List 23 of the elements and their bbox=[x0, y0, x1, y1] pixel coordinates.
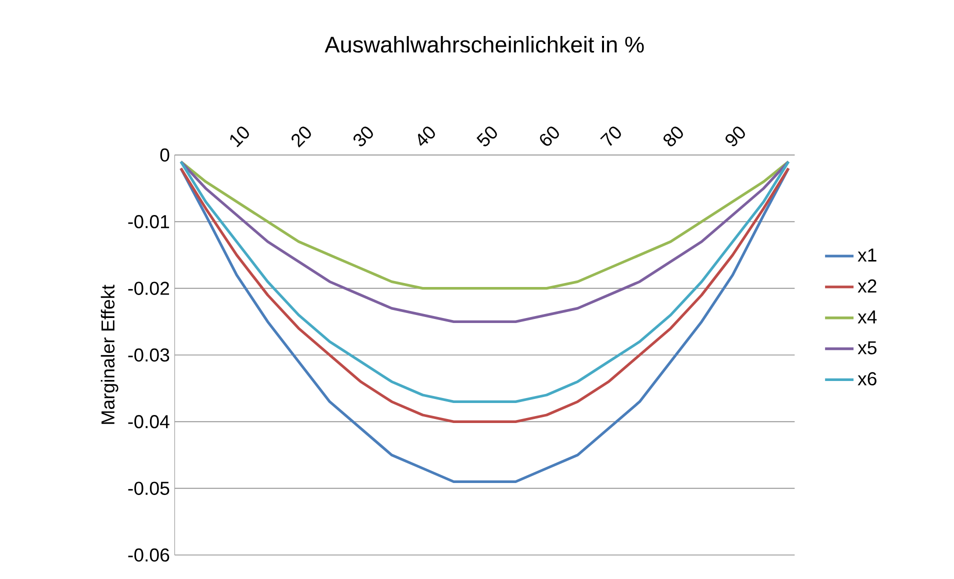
x-tick-label: 50 bbox=[476, 126, 497, 146]
x-tick-label: 70 bbox=[600, 126, 621, 146]
x-tick-label: 10 bbox=[230, 126, 249, 148]
legend-label: x2 bbox=[858, 279, 876, 292]
y-axis-title: Marginaler Effekt bbox=[100, 284, 118, 424]
y-tick-label: 0 bbox=[160, 148, 170, 162]
x-tick-label: 90 bbox=[726, 126, 745, 146]
legend-label: x6 bbox=[858, 372, 876, 386]
y-tick-label: -0.01 bbox=[128, 215, 170, 228]
chart-title: Auswahlwahrscheinlichkeit in % bbox=[324, 36, 644, 53]
legend-label: x5 bbox=[858, 341, 876, 354]
legend-label: x4 bbox=[858, 310, 877, 324]
y-tick-label: -0.04 bbox=[128, 415, 170, 428]
legend-label: x1 bbox=[858, 248, 876, 262]
x-tick-label: 40 bbox=[418, 126, 435, 146]
x-tick-label: 20 bbox=[292, 126, 311, 148]
y-tick-label: -0.02 bbox=[128, 282, 170, 295]
x-tick-label: 60 bbox=[540, 126, 559, 146]
y-tick-label: -0.05 bbox=[128, 482, 170, 495]
y-tick-label: -0.03 bbox=[128, 348, 170, 362]
y-tick-label: -0.06 bbox=[128, 548, 170, 562]
x-tick-label: 80 bbox=[664, 126, 683, 146]
x-tick-label: 30 bbox=[354, 126, 373, 146]
